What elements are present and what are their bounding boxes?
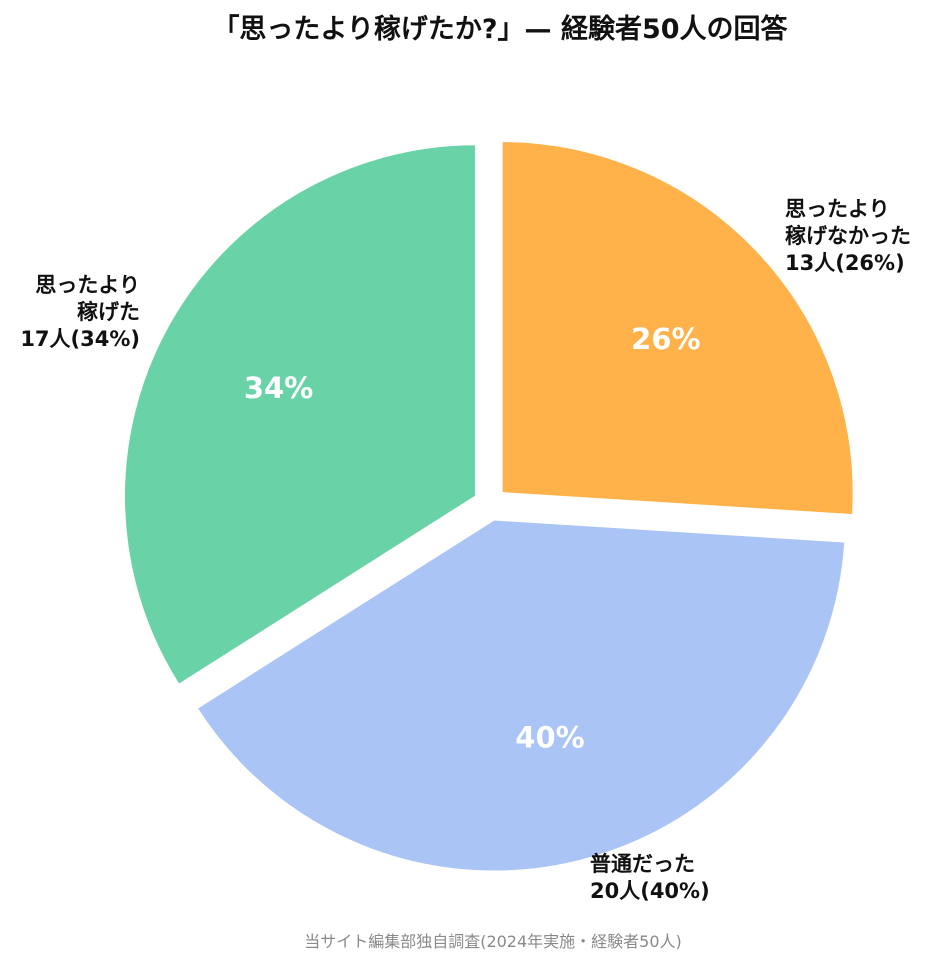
slice-label-line: 20人(40%) [590,879,710,903]
slice-percent-less: 26% [631,322,700,356]
slice-label-line: 稼げた [77,300,140,324]
slice-label-line: 17人(34%) [20,327,140,351]
slice-label-line: 普通だった [590,852,695,876]
slice-label-line: 13人(26%) [785,251,905,275]
pie-slice-less [500,140,855,517]
pie-slice-normal [195,518,847,873]
slice-label-line: 思ったより [35,273,140,297]
pie-slices [122,140,855,873]
source-note: 当サイト編集部独自調査(2024年実施・経験者50人) [304,932,682,951]
slice-labels: 26%思ったより稼げなかった 13人(26%)40%普通だった 20人(40%)34… [20,197,911,903]
slice-percent-normal: 40% [515,721,584,755]
slice-label-more: 思ったより稼げた 17人(34%) [20,273,140,351]
slice-label-normal: 普通だった 20人(40%) [590,852,710,903]
slice-label-line: 稼げなかった [785,224,911,248]
slice-percent-more: 34% [244,371,313,405]
slice-label-less: 思ったより稼げなかった 13人(26%) [785,197,911,275]
slice-label-line: 思ったより [785,197,890,221]
pie-slice-more [122,143,477,687]
chart-title: 「思ったより稼げたか?」— 経験者50人の回答 [212,13,788,45]
